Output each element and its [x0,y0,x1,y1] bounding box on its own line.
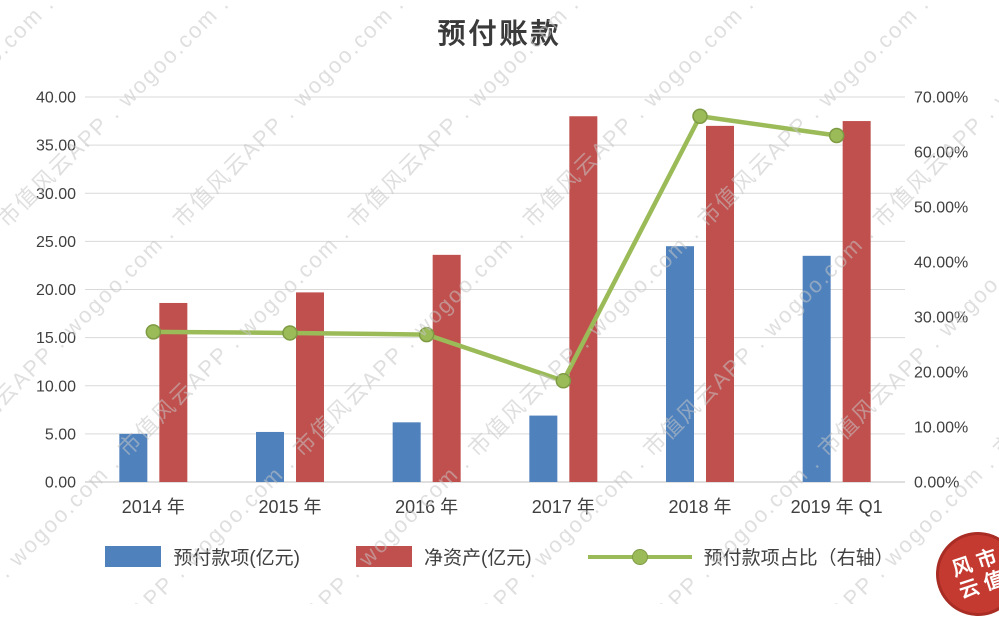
seal-text: 风市云值 [949,545,999,602]
ratio-marker [282,325,298,341]
legend-swatch-netasset [355,546,412,567]
left-axis-tick-label: 40.00 [36,90,76,107]
bar-prepaid [666,246,694,482]
left-axis-tick-label: 30.00 [36,186,76,203]
x-axis-label: 2019 年 Q1 [791,497,883,517]
left-axis-tick-label: 35.00 [36,138,76,155]
right-axis-tick-label: 10.00% [914,420,968,437]
left-axis-tick-label: 20.00 [36,282,76,299]
legend-swatch-ratio [587,546,692,568]
bar-prepaid [256,431,284,482]
right-axis-tick-label: 40.00% [914,255,968,272]
legend-marker-icon [631,548,648,565]
right-axis-tick-label: 30.00% [914,310,968,327]
legend: 预付款项(亿元) 净资产(亿元) 预付款项占比（右轴） [0,543,999,570]
seal-char: 云 [956,575,983,603]
legend-label-netasset: 净资产(亿元) [423,548,532,569]
right-axis-tick-label: 70.00% [914,90,968,107]
x-axis-label: 2016 年 [395,497,458,517]
right-axis-tick-label: 20.00% [914,365,968,382]
bar-netasset [842,121,871,482]
ratio-line [151,114,839,384]
legend-swatch-prepaid [105,546,162,567]
x-axis-label: 2017 年 [532,497,595,517]
right-axis-tick-label: 60.00% [914,145,968,162]
seal-char: 值 [981,567,999,595]
chart-title: 预付账款 [437,18,562,49]
bar-prepaid [802,255,831,482]
ratio-marker [828,127,845,144]
legend-item-netasset: 净资产(亿元) [355,543,532,570]
bar-netasset [296,292,324,482]
bar-netasset [706,125,734,482]
legend-item-prepaid: 预付款项(亿元) [105,543,300,570]
legend-item-ratio: 预付款项占比（右轴） [587,543,894,570]
plot-area: 0.00 5.00 10.00 15.00 20.00 25.00 30.00 35.00 40… [36,90,968,518]
legend-label-prepaid: 预付款项(亿元) [173,548,300,569]
left-axis-tick-label: 5.00 [45,426,76,443]
left-axis-tick-label: 10.00 [36,378,76,395]
x-axis-label: 2014 年 [122,497,185,517]
right-axis-tick-label: 0.00% [914,475,959,492]
bar-prepaid [119,433,148,482]
ratio-marker [418,326,435,343]
ratio-marker [692,108,708,124]
bar-prepaid [529,415,558,482]
bar-netasset [569,116,598,482]
legend-label-ratio: 预付款项占比（右轴） [703,548,894,569]
bar-prepaid [392,422,421,482]
right-axis-tick-label: 50.00% [914,200,968,217]
left-axis-tick-label: 0.00 [45,475,76,492]
ratio-marker [145,324,162,340]
bar-netasset [432,254,461,482]
x-axis-label: 2015 年 [258,497,321,517]
left-axis-tick-label: 25.00 [36,234,76,251]
ratio-marker [555,373,572,389]
x-axis-label: 2018 年 [668,497,731,517]
left-axis-tick-label: 15.00 [36,330,76,347]
